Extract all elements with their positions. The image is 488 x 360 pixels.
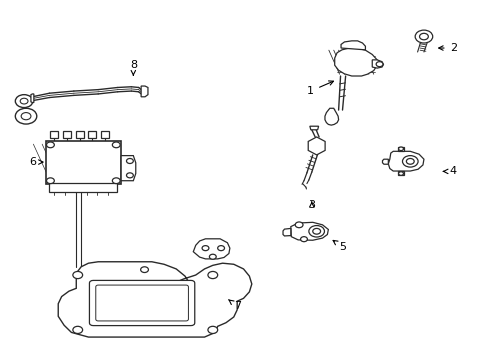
Polygon shape [121,156,136,181]
Polygon shape [58,262,251,337]
FancyBboxPatch shape [96,285,188,321]
Text: 6: 6 [29,157,43,167]
Text: 3: 3 [307,200,315,210]
Bar [101,131,109,138]
Text: 7: 7 [228,300,240,311]
Polygon shape [340,41,365,50]
Circle shape [21,113,31,120]
Circle shape [375,62,382,67]
Text: 8: 8 [129,59,137,75]
Text: 5: 5 [332,240,346,252]
Circle shape [295,222,303,228]
Polygon shape [290,222,328,240]
Bar [76,131,83,138]
Circle shape [312,228,320,234]
Circle shape [308,226,324,237]
Circle shape [300,237,307,242]
Polygon shape [283,228,290,236]
Circle shape [20,98,28,104]
Polygon shape [334,48,376,76]
Circle shape [402,156,417,167]
Bar [45,141,121,184]
Circle shape [112,142,120,148]
Polygon shape [397,147,404,151]
Circle shape [217,246,224,251]
Circle shape [15,108,37,124]
Circle shape [414,30,432,43]
Polygon shape [307,137,325,155]
Bar [49,183,117,192]
Text: 2: 2 [438,43,456,53]
Circle shape [73,271,82,279]
Polygon shape [397,171,404,175]
Bar [88,131,96,138]
Polygon shape [382,159,387,164]
Polygon shape [141,86,148,97]
Circle shape [112,178,120,184]
Circle shape [126,173,133,178]
Circle shape [141,267,148,273]
Circle shape [126,158,133,163]
Bar [50,131,58,138]
Polygon shape [193,239,229,259]
Circle shape [46,178,54,184]
Bar [63,131,71,138]
Circle shape [406,158,413,164]
Circle shape [207,271,217,279]
Circle shape [15,95,33,108]
Polygon shape [31,94,34,103]
Circle shape [209,254,216,259]
Circle shape [207,326,217,333]
Circle shape [73,326,82,333]
Circle shape [398,147,403,150]
Polygon shape [309,126,318,130]
Circle shape [46,142,54,148]
Circle shape [202,246,208,251]
Circle shape [398,172,403,175]
FancyBboxPatch shape [89,280,194,325]
Polygon shape [371,60,383,68]
Circle shape [419,33,427,40]
Polygon shape [387,151,423,171]
Polygon shape [325,108,338,125]
Text: 4: 4 [443,166,456,176]
Text: 1: 1 [306,81,333,96]
